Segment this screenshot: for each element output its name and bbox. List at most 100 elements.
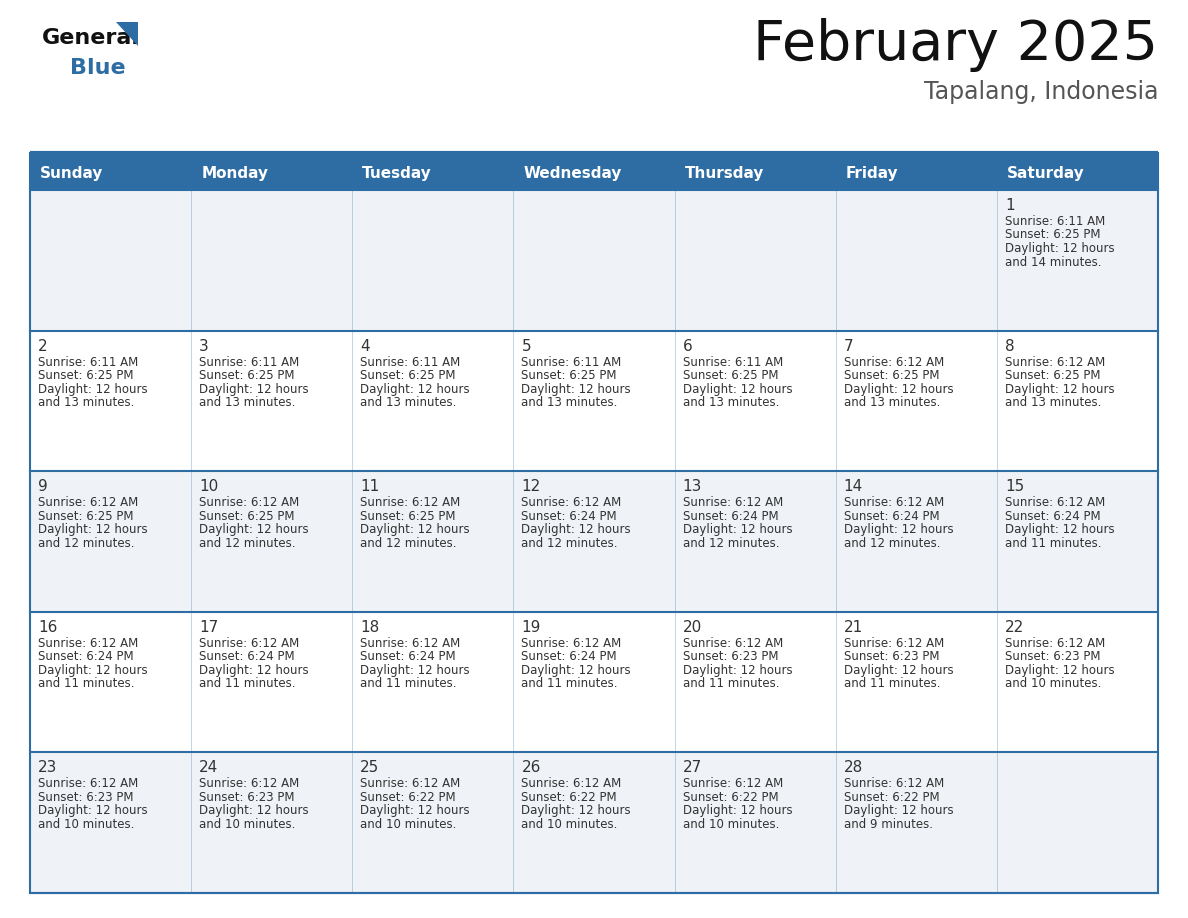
Text: Blue: Blue [70,58,126,78]
Text: 11: 11 [360,479,379,494]
Text: Daylight: 12 hours: Daylight: 12 hours [360,383,470,396]
Text: Sunset: 6:25 PM: Sunset: 6:25 PM [360,369,456,382]
Text: Sunset: 6:25 PM: Sunset: 6:25 PM [200,509,295,522]
Bar [30,753,1158,893]
Text: 1: 1 [1005,198,1015,213]
Text: Sunset: 6:24 PM: Sunset: 6:24 PM [522,509,617,522]
Text: and 13 minutes.: and 13 minutes. [522,396,618,409]
Text: 9: 9 [38,479,48,494]
Text: Sunset: 6:23 PM: Sunset: 6:23 PM [1005,650,1100,664]
Text: 3: 3 [200,339,209,353]
Text: Daylight: 12 hours: Daylight: 12 hours [843,523,953,536]
Text: and 10 minutes.: and 10 minutes. [200,818,296,831]
Text: General: General [42,28,140,48]
Bar [30,611,1158,753]
Text: and 13 minutes.: and 13 minutes. [38,396,134,409]
Text: Daylight: 12 hours: Daylight: 12 hours [522,804,631,817]
Text: Daylight: 12 hours: Daylight: 12 hours [200,804,309,817]
Text: Daylight: 12 hours: Daylight: 12 hours [38,383,147,396]
Text: Sunset: 6:23 PM: Sunset: 6:23 PM [843,650,940,664]
Text: Sunrise: 6:12 AM: Sunrise: 6:12 AM [1005,355,1105,369]
Text: and 12 minutes.: and 12 minutes. [200,537,296,550]
Text: Sunset: 6:24 PM: Sunset: 6:24 PM [683,509,778,522]
Text: Sunset: 6:22 PM: Sunset: 6:22 PM [522,791,617,804]
Bar [30,330,1158,471]
Text: Sunrise: 6:12 AM: Sunrise: 6:12 AM [200,778,299,790]
Text: 25: 25 [360,760,379,776]
Text: Daylight: 12 hours: Daylight: 12 hours [200,664,309,677]
Text: Sunrise: 6:11 AM: Sunrise: 6:11 AM [200,355,299,369]
Text: and 10 minutes.: and 10 minutes. [683,818,779,831]
Text: Daylight: 12 hours: Daylight: 12 hours [1005,383,1114,396]
Text: Sunrise: 6:12 AM: Sunrise: 6:12 AM [38,778,138,790]
Text: Sunrise: 6:12 AM: Sunrise: 6:12 AM [1005,497,1105,509]
Text: 8: 8 [1005,339,1015,353]
Text: Sunrise: 6:12 AM: Sunrise: 6:12 AM [683,497,783,509]
Bar [30,153,1158,893]
Text: Sunrise: 6:12 AM: Sunrise: 6:12 AM [843,497,944,509]
Text: 4: 4 [360,339,369,353]
Text: and 13 minutes.: and 13 minutes. [843,396,940,409]
Text: Sunset: 6:24 PM: Sunset: 6:24 PM [1005,509,1100,522]
Text: Saturday: Saturday [1007,166,1085,181]
Text: Sunrise: 6:12 AM: Sunrise: 6:12 AM [360,637,461,650]
Text: Sunrise: 6:11 AM: Sunrise: 6:11 AM [360,355,461,369]
Text: Wednesday: Wednesday [524,166,621,181]
Text: Daylight: 12 hours: Daylight: 12 hours [522,383,631,396]
Text: Daylight: 12 hours: Daylight: 12 hours [1005,242,1114,255]
Text: Sunset: 6:22 PM: Sunset: 6:22 PM [843,791,940,804]
Text: Tuesday: Tuesday [362,166,432,181]
Text: Sunrise: 6:12 AM: Sunrise: 6:12 AM [843,778,944,790]
Text: Daylight: 12 hours: Daylight: 12 hours [38,664,147,677]
Text: Sunset: 6:25 PM: Sunset: 6:25 PM [843,369,940,382]
Text: and 12 minutes.: and 12 minutes. [843,537,940,550]
Text: Daylight: 12 hours: Daylight: 12 hours [843,383,953,396]
Text: Sunrise: 6:11 AM: Sunrise: 6:11 AM [1005,215,1105,228]
Text: Sunrise: 6:12 AM: Sunrise: 6:12 AM [200,497,299,509]
Text: Sunrise: 6:12 AM: Sunrise: 6:12 AM [522,778,621,790]
Text: and 13 minutes.: and 13 minutes. [683,396,779,409]
Text: Daylight: 12 hours: Daylight: 12 hours [683,523,792,536]
Text: Daylight: 12 hours: Daylight: 12 hours [683,383,792,396]
Text: 10: 10 [200,479,219,494]
Text: Friday: Friday [846,166,898,181]
Text: and 11 minutes.: and 11 minutes. [522,677,618,690]
Text: 26: 26 [522,760,541,776]
Text: 28: 28 [843,760,862,776]
Text: Sunrise: 6:12 AM: Sunrise: 6:12 AM [522,497,621,509]
Text: and 10 minutes.: and 10 minutes. [360,818,456,831]
Text: 5: 5 [522,339,531,353]
Text: Daylight: 12 hours: Daylight: 12 hours [683,664,792,677]
Text: Sunset: 6:22 PM: Sunset: 6:22 PM [360,791,456,804]
Text: Daylight: 12 hours: Daylight: 12 hours [522,523,631,536]
Text: and 10 minutes.: and 10 minutes. [38,818,134,831]
Text: Sunrise: 6:12 AM: Sunrise: 6:12 AM [360,497,461,509]
Text: Daylight: 12 hours: Daylight: 12 hours [200,383,309,396]
Text: and 10 minutes.: and 10 minutes. [522,818,618,831]
Text: Sunrise: 6:11 AM: Sunrise: 6:11 AM [683,355,783,369]
Text: and 14 minutes.: and 14 minutes. [1005,255,1101,268]
Text: Daylight: 12 hours: Daylight: 12 hours [360,664,470,677]
Text: Sunset: 6:25 PM: Sunset: 6:25 PM [1005,229,1100,241]
Text: 16: 16 [38,620,57,635]
Text: Sunset: 6:25 PM: Sunset: 6:25 PM [200,369,295,382]
Text: 19: 19 [522,620,541,635]
Text: Sunset: 6:24 PM: Sunset: 6:24 PM [522,650,617,664]
Text: and 11 minutes.: and 11 minutes. [200,677,296,690]
Text: Sunrise: 6:12 AM: Sunrise: 6:12 AM [200,637,299,650]
Text: 27: 27 [683,760,702,776]
Text: Daylight: 12 hours: Daylight: 12 hours [360,523,470,536]
Text: 22: 22 [1005,620,1024,635]
Text: Sunrise: 6:12 AM: Sunrise: 6:12 AM [38,637,138,650]
Text: Sunrise: 6:12 AM: Sunrise: 6:12 AM [843,355,944,369]
Text: Sunrise: 6:12 AM: Sunrise: 6:12 AM [683,778,783,790]
Text: Daylight: 12 hours: Daylight: 12 hours [683,804,792,817]
Text: Sunset: 6:24 PM: Sunset: 6:24 PM [843,509,940,522]
Text: 20: 20 [683,620,702,635]
Text: 2: 2 [38,339,48,353]
Text: Sunset: 6:25 PM: Sunset: 6:25 PM [38,509,133,522]
Text: Sunrise: 6:11 AM: Sunrise: 6:11 AM [38,355,138,369]
Bar [30,471,1158,611]
Text: 13: 13 [683,479,702,494]
Text: Daylight: 12 hours: Daylight: 12 hours [1005,523,1114,536]
